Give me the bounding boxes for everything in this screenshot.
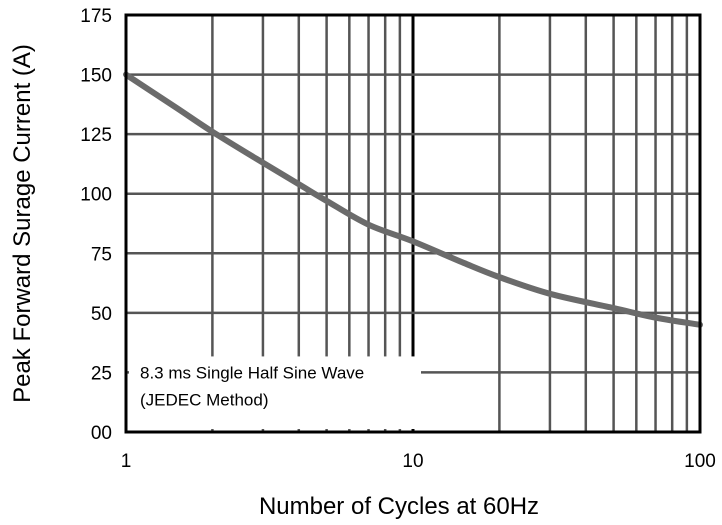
y-tick-label: 75	[91, 244, 112, 265]
x-tick-label: 10	[402, 451, 423, 472]
x-tick-label: 1	[121, 451, 132, 472]
y-axis-label: Peak Forward Surage Current (A)	[9, 44, 36, 403]
y-tick-label: 00	[91, 423, 112, 444]
annotation-line-2: (JEDEC Method)	[140, 390, 268, 409]
y-tick-label: 150	[80, 66, 112, 87]
y-tick-label: 125	[80, 125, 112, 146]
y-tick-label: 50	[91, 304, 112, 325]
annotation-box	[129, 356, 421, 429]
x-axis-label: Number of Cycles at 60Hz	[259, 493, 539, 520]
y-tick-label: 25	[91, 363, 112, 384]
y-tick-label: 175	[80, 6, 112, 27]
y-tick-label: 100	[80, 185, 112, 206]
y-tick-labels: 00 25 50 75 100 125 150 175	[80, 6, 112, 444]
x-tick-label: 100	[684, 451, 716, 472]
series-layer	[123, 71, 703, 328]
plot-frame	[124, 13, 702, 434]
surge-current-curve	[123, 71, 703, 328]
x-tick-labels: 1 10 100	[121, 451, 716, 472]
annotation-line-1: 8.3 ms Single Half Sine Wave	[140, 363, 364, 382]
